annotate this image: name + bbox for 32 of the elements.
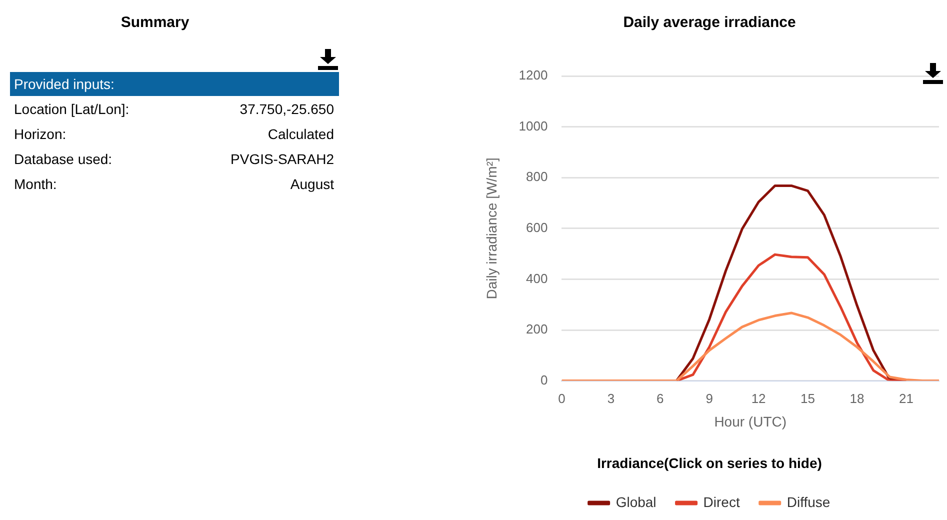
y-axis-title: Daily irradiance [W/m²]	[483, 158, 500, 300]
x-tick-label: 21	[898, 391, 914, 406]
text: August	[290, 175, 334, 194]
x-tick-label: 15	[800, 391, 816, 406]
legend-label: Diffuse	[786, 494, 830, 510]
legend-label: Global	[616, 494, 656, 510]
text: Database used:	[14, 151, 112, 167]
x-tick-label: 0	[558, 391, 566, 406]
x-tick-label: 9	[706, 391, 713, 406]
y-tick-label: 1000	[518, 118, 548, 134]
x-tick-label: 18	[850, 391, 864, 406]
y-tick-label: 1200	[518, 68, 548, 83]
y-tick-label: 0	[540, 372, 548, 388]
x-tick-label: 6	[656, 391, 664, 406]
legend-title: Irradiance(Click on series to hide)	[597, 455, 822, 472]
text: 37.750,-25.650	[240, 100, 334, 119]
y-tick-label: 600	[526, 220, 548, 235]
text: PVGIS-SARAH2	[230, 150, 334, 169]
y-tick-label: 800	[526, 169, 548, 184]
x-axis-title: Hour (UTC)	[714, 414, 787, 430]
text: Horizon:	[14, 126, 66, 142]
text: Month:	[14, 176, 57, 192]
y-tick-label: 400	[526, 270, 548, 286]
text: Calculated	[268, 125, 334, 144]
x-tick-label: 3	[607, 391, 615, 406]
text: Location [Lat/Lon]:	[14, 101, 130, 117]
text: Summary	[120, 14, 190, 31]
chart-title: Daily average irradiance	[623, 14, 796, 32]
legend-label: Direct	[703, 494, 740, 510]
text: Provided inputs:	[10, 72, 339, 96]
y-tick-label: 200	[526, 322, 548, 337]
x-tick-label: 12	[751, 391, 766, 406]
